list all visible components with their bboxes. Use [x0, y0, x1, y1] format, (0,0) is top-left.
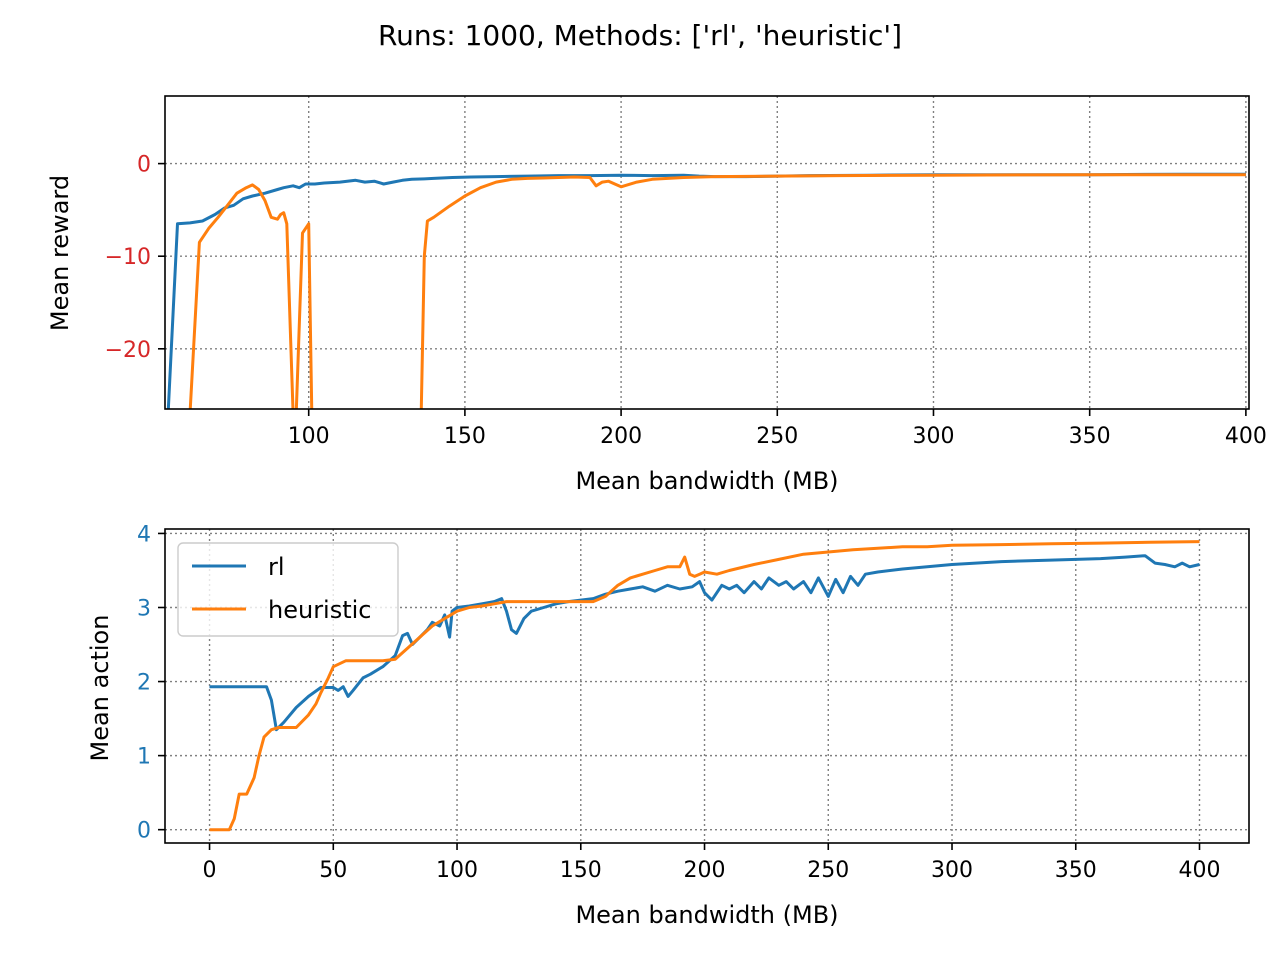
- action-series-rl: [209, 554, 1200, 732]
- reward-xtick-label: 100: [288, 424, 330, 449]
- legend-label-heuristic: heuristic: [268, 596, 372, 624]
- legend: rl heuristic: [177, 542, 399, 637]
- action-xtick-label: 100: [436, 858, 478, 883]
- reward-xtick-label: 200: [600, 424, 642, 449]
- action-series: [209, 540, 1200, 832]
- action-xtick-label: 350: [1055, 858, 1097, 883]
- action-ytick-label: 0: [137, 819, 151, 844]
- action-xtick-label: 250: [807, 858, 849, 883]
- reward-xlabel: Mean bandwidth (MB): [575, 467, 838, 495]
- figure-title: Runs: 1000, Methods: ['rl', 'heuristic']: [378, 19, 902, 52]
- action-ytick-label: 1: [137, 745, 151, 770]
- action-ytick-label: 4: [137, 522, 151, 547]
- reward-ticks: 100 150 200 250 300 350 400 −20 −10 0: [105, 153, 1267, 449]
- reward-grid: [165, 96, 1249, 409]
- action-xtick-label: 150: [560, 858, 602, 883]
- reward-ylabel: Mean reward: [46, 175, 74, 331]
- action-xtick-label: 200: [684, 858, 726, 883]
- reward-xtick-label: 400: [1225, 424, 1267, 449]
- reward-series: [166, 172, 1246, 409]
- reward-axes: 100 150 200 250 300 350 400 −20 −10 0 Mean bandwi…: [46, 95, 1267, 495]
- action-plot-frame: [164, 528, 1250, 844]
- reward-ytick-label: 0: [137, 153, 151, 178]
- action-xtick-label: 300: [931, 858, 973, 883]
- reward-series-heuristic: [188, 173, 1246, 409]
- action-xlabel: Mean bandwidth (MB): [575, 901, 838, 929]
- action-xtick-label: 50: [319, 858, 347, 883]
- action-ytick-label: 3: [137, 597, 151, 622]
- action-xtick-label: 400: [1179, 858, 1221, 883]
- reward-xtick-label: 250: [756, 424, 798, 449]
- legend-label-rl: rl: [268, 553, 285, 581]
- action-ticks: 0 50 100 150 200 250 300 350 400 0 1 2 3 4: [137, 522, 1221, 883]
- reward-series-rl: [166, 172, 1246, 409]
- action-axes: 0 50 100 150 200 250 300 350 400 0 1 2 3 4 Mean bandw…: [86, 522, 1250, 929]
- reward-ytick-label: −10: [105, 245, 151, 270]
- action-series-heuristic: [209, 540, 1200, 832]
- reward-plot-frame: [164, 95, 1250, 410]
- reward-ytick-label: −20: [105, 338, 151, 363]
- reward-xtick-label: 150: [444, 424, 486, 449]
- action-ytick-label: 2: [137, 671, 151, 696]
- reward-xtick-label: 300: [912, 424, 954, 449]
- reward-xtick-label: 350: [1069, 424, 1111, 449]
- action-ylabel: Mean action: [86, 615, 114, 762]
- action-xtick-label: 0: [203, 858, 217, 883]
